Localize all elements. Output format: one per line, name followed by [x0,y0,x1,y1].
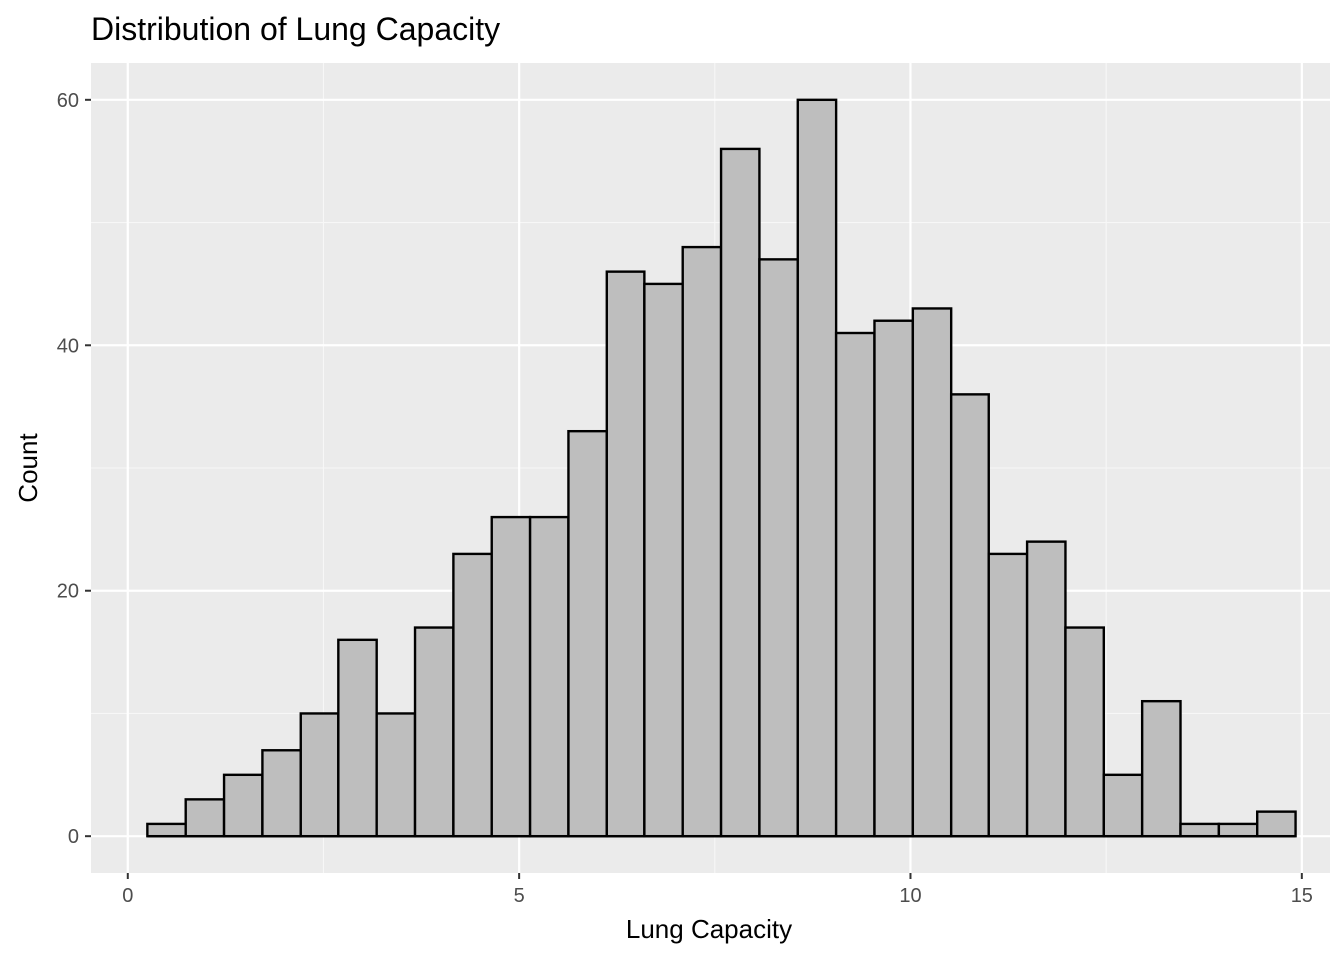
x-tick-label: 5 [514,885,525,907]
histogram-bar [1025,540,1067,838]
y-tick-label: 20 [57,581,79,603]
histogram-bar [222,773,264,838]
histogram-bar [490,515,532,838]
x-axis: 0 5 10 15 [122,873,1313,907]
histogram-bar [413,626,455,838]
x-tick-label: 10 [899,885,921,907]
y-axis: 0 20 40 60 [57,90,91,848]
histogram-bar [681,245,723,838]
histogram-bar [299,712,340,838]
histogram-bar [987,552,1029,838]
histogram-bars [146,98,1297,838]
histogram-bar [758,258,799,838]
histogram-bar [1217,822,1259,838]
y-tick-label: 0 [68,826,79,848]
histogram-bar [719,147,761,838]
y-tick-label: 40 [57,335,79,357]
histogram-bar [375,712,417,838]
x-tick-label: 0 [122,885,133,907]
histogram-bar [605,270,646,838]
histogram-bar [1256,810,1297,838]
histogram-bar [567,429,608,838]
histogram-bar [796,98,838,838]
histogram-bar [184,798,226,838]
y-tick-label: 60 [57,90,79,112]
histogram-bar [528,515,570,838]
histogram-bar [873,319,915,838]
histogram-bar [1140,699,1182,838]
histogram-bar [452,552,493,838]
chart-title: Distribution of Lung Capacity [91,11,500,47]
histogram-bar [261,749,302,838]
x-tick-label: 15 [1291,885,1313,907]
x-axis-label: Lung Capacity [626,914,792,944]
y-axis-label: Count [13,433,43,503]
histogram-bar [949,393,990,838]
histogram-bar [1064,626,1106,838]
histogram-bar [834,331,876,838]
histogram-bar [911,307,953,838]
histogram-bar [643,282,684,838]
histogram-bar [146,822,187,838]
histogram-bar [337,638,378,838]
histogram-bar [1102,773,1144,838]
histogram-bar [1179,822,1221,838]
